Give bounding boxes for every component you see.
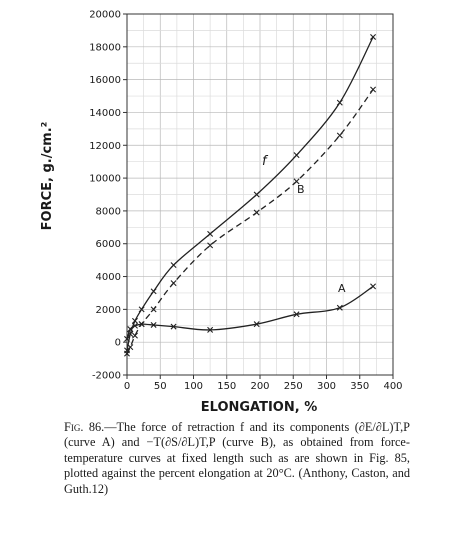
data-point-a — [370, 283, 377, 290]
data-point-a — [207, 326, 214, 333]
y-tick-label: 20000 — [89, 10, 121, 21]
data-point-a — [293, 311, 300, 318]
x-tick-label: 100 — [184, 381, 203, 392]
y-tick-label: 2000 — [96, 305, 121, 316]
series-layer — [126, 36, 374, 355]
data-point-f — [370, 33, 377, 40]
y-tick-label: 12000 — [89, 141, 121, 152]
axes: 0 50 100 150 200 250 300 350 400-200002000400060… — [89, 10, 402, 393]
data-point-a — [253, 321, 260, 328]
x-tick-label: 200 — [250, 381, 269, 392]
caption-figure-label: Fig. 86. — [64, 420, 105, 434]
curve-label-f: f — [262, 154, 269, 169]
x-tick-label: 0 — [124, 381, 130, 392]
y-tick-label: 16000 — [89, 75, 121, 86]
data-point-f — [293, 152, 300, 159]
data-point-a — [138, 321, 145, 328]
y-tick-label: 14000 — [89, 108, 121, 119]
x-tick-label: 250 — [284, 381, 303, 392]
y-axis-label: FORCE, g./cm.² — [40, 122, 55, 231]
data-point-a — [150, 321, 157, 328]
data-point-b — [150, 306, 157, 313]
data-point-a — [336, 304, 343, 311]
data-point-f — [150, 288, 157, 295]
data-point-b — [336, 132, 343, 139]
x-tick-label: 150 — [217, 381, 236, 392]
data-point-a — [124, 335, 130, 342]
y-tick-label: 18000 — [89, 42, 121, 53]
y-tick-label: 6000 — [96, 239, 121, 250]
data-point-f — [207, 230, 214, 237]
figure-caption: Fig. 86.—The force of retraction f and i… — [64, 420, 410, 497]
y-tick-label: 10000 — [89, 174, 121, 185]
y-tick-label: 0 — [115, 338, 121, 349]
data-point-a — [170, 323, 177, 330]
data-point-b — [124, 350, 130, 357]
data-point-f — [131, 317, 138, 324]
series-line-f — [126, 36, 374, 351]
markers-layer — [124, 33, 377, 357]
labels-layer: f B A — [262, 154, 346, 295]
data-point-a — [131, 322, 138, 329]
caption-text: —The force of retraction f and its compo… — [64, 420, 410, 496]
y-tick-label: 4000 — [96, 272, 121, 283]
x-tick-label: 300 — [317, 381, 336, 392]
data-point-b — [293, 178, 300, 185]
y-tick-label: 8000 — [96, 206, 121, 217]
x-axis-label: ELONGATION, % — [201, 400, 317, 415]
data-point-b — [170, 280, 177, 287]
data-point-a — [127, 326, 134, 333]
curve-label-a: A — [338, 282, 346, 295]
curve-label-b: B — [297, 183, 305, 196]
data-point-f — [336, 99, 343, 106]
data-point-b — [253, 209, 260, 216]
data-point-b — [207, 242, 214, 249]
x-tick-label: 400 — [383, 381, 402, 392]
data-point-b — [127, 344, 134, 351]
grid — [126, 13, 394, 376]
data-point-f — [170, 262, 177, 269]
data-point-b — [131, 332, 138, 339]
data-point-b — [370, 86, 377, 93]
x-tick-label: 350 — [350, 381, 369, 392]
data-point-f — [127, 330, 134, 337]
chart-plot: 0 50 100 150 200 250 300 350 400-200002000400060… — [40, 10, 403, 416]
y-tick-label: -2000 — [92, 371, 121, 382]
data-point-f — [138, 306, 145, 313]
data-point-f — [253, 191, 260, 198]
x-tick-label: 50 — [154, 381, 167, 392]
